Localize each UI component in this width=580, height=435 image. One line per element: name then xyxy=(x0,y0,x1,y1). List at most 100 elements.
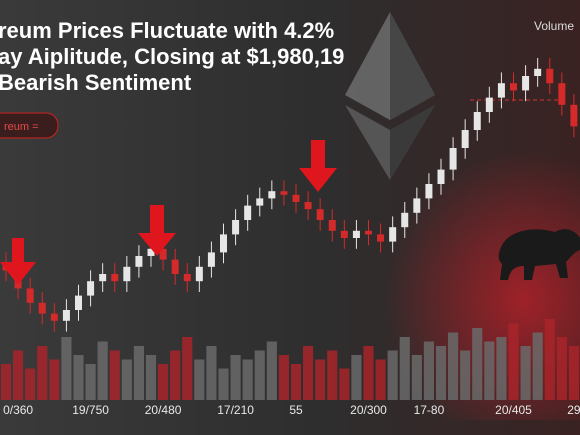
candle-body xyxy=(425,184,433,199)
volume-bar xyxy=(544,319,555,400)
x-tick-label: 20/405 xyxy=(495,403,532,417)
candle-body xyxy=(340,230,348,238)
volume-bar xyxy=(460,350,471,400)
volume-bar xyxy=(351,355,362,400)
x-tick-label: 20/300 xyxy=(350,403,387,417)
badge-text[interactable]: reum = xyxy=(4,121,39,133)
bear xyxy=(498,229,580,280)
volume-bar xyxy=(339,368,350,400)
volume-bar xyxy=(25,368,36,400)
candle-body xyxy=(558,83,566,105)
candle-body xyxy=(159,248,167,260)
volume-bar xyxy=(242,359,253,400)
candle-body xyxy=(232,220,240,235)
candle-body xyxy=(171,259,179,274)
candle-body xyxy=(316,209,324,220)
plot-area xyxy=(0,58,579,400)
candle-body xyxy=(304,202,312,210)
candle-body xyxy=(75,295,82,310)
volume-bar xyxy=(290,364,302,400)
volume-bar xyxy=(399,337,410,400)
candle-body xyxy=(220,234,227,253)
volume-bar xyxy=(532,332,543,400)
candle-body xyxy=(26,288,34,303)
candle-body xyxy=(207,252,215,267)
volume-bar xyxy=(97,341,108,400)
candle-body xyxy=(389,227,397,242)
volume-bar xyxy=(556,337,567,400)
volume-bar xyxy=(278,355,289,400)
volume-bar xyxy=(37,346,48,400)
candle-body xyxy=(473,112,481,130)
volume-bar xyxy=(158,364,169,400)
candle-body xyxy=(534,68,542,76)
candle-body xyxy=(510,83,517,91)
candle-body xyxy=(377,234,385,242)
volume-bar xyxy=(73,355,84,400)
volume-bar xyxy=(194,359,205,400)
volume-bar xyxy=(303,346,314,400)
title-line: Bearish Sentiment xyxy=(0,70,192,95)
volume-bar xyxy=(61,337,72,400)
candle-body xyxy=(38,302,46,314)
candle-body xyxy=(280,191,288,195)
volume-bar xyxy=(568,346,579,400)
candle-body xyxy=(292,194,300,202)
volume-bar xyxy=(254,350,265,400)
volume-bar xyxy=(182,337,193,400)
down-arrows xyxy=(0,140,337,285)
candle-body xyxy=(461,130,469,148)
candle-body xyxy=(365,230,372,235)
candle-body xyxy=(485,97,493,112)
volume-bar xyxy=(206,346,217,400)
candle-body xyxy=(352,230,360,238)
candle-body xyxy=(570,104,578,127)
candle-body xyxy=(328,220,336,231)
candle-body xyxy=(87,281,95,296)
volume-label: Volume xyxy=(534,19,574,33)
candle-body xyxy=(497,83,505,98)
candle-body xyxy=(50,313,58,321)
volume-bar xyxy=(109,350,120,400)
volume-bar xyxy=(315,359,326,400)
ethereum-logo xyxy=(345,12,435,180)
volume-bar xyxy=(145,355,157,400)
candle-body xyxy=(546,68,554,84)
candle-body xyxy=(401,212,409,228)
volume-bar xyxy=(170,350,181,400)
volume-bar xyxy=(411,355,422,400)
x-tick-label: 0/360 xyxy=(3,403,33,417)
volume-bar xyxy=(327,350,338,400)
x-tick-label: 17-80 xyxy=(414,403,445,417)
candle-body xyxy=(147,248,155,256)
volume-bar xyxy=(230,355,241,400)
volume-bar xyxy=(266,341,277,400)
volume-bar xyxy=(133,346,144,400)
candle-body xyxy=(268,191,276,199)
candle-body xyxy=(62,310,70,321)
volume-bar xyxy=(423,341,434,400)
volume-bar xyxy=(448,332,459,400)
x-tick-label: 17/210 xyxy=(217,403,254,417)
volume-bar xyxy=(13,350,24,400)
volume-bar xyxy=(375,359,386,400)
x-tick-label: 29 xyxy=(567,403,580,417)
volume-bar xyxy=(520,346,531,400)
volume-bar xyxy=(484,341,495,400)
volume-bar xyxy=(0,364,12,400)
candle-body xyxy=(522,76,530,91)
x-tick-label: 55 xyxy=(289,403,303,417)
candle-body xyxy=(256,198,264,206)
candle-body xyxy=(99,274,107,282)
candle-body xyxy=(244,205,252,220)
candle-body xyxy=(413,198,421,213)
candle-body xyxy=(437,169,445,184)
volume-bar xyxy=(85,364,96,400)
badge[interactable] xyxy=(0,112,59,139)
title-line: reum Prices Fluctuate with 4.2% xyxy=(0,18,334,43)
volume-bar xyxy=(435,346,447,400)
candle-body xyxy=(195,266,203,282)
candle-body xyxy=(123,266,131,282)
candle-body xyxy=(183,274,191,282)
